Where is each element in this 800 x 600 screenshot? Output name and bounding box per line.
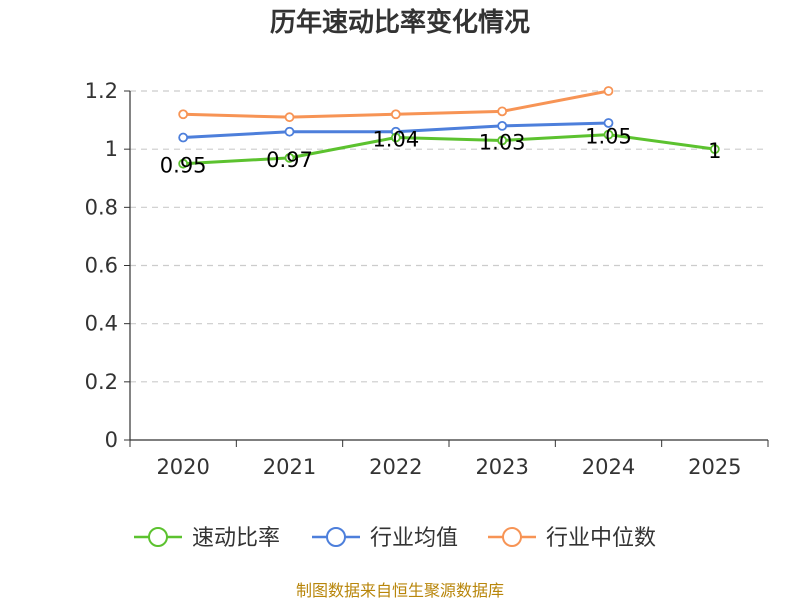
legend-label-2[interactable]: 行业中位数 xyxy=(546,526,656,551)
footer-source: 制图数据来自恒生聚源数据库 xyxy=(296,581,504,600)
y-tick-label: 1 xyxy=(105,137,118,161)
series-2-point[interactable] xyxy=(603,86,614,96)
series-2-point[interactable] xyxy=(497,106,508,117)
series-line-0 xyxy=(183,133,716,166)
x-tick-label: 2021 xyxy=(263,455,316,479)
x-tick-label: 2025 xyxy=(688,455,741,479)
legend-marker-0[interactable] xyxy=(148,527,168,547)
series-0-point[interactable] xyxy=(497,135,508,146)
axes: 0 0.2 0.4 0.6 0.8 1 1.2 2020 2021 2022 2023 2024 202… xyxy=(85,79,769,479)
data-label: 1 xyxy=(708,139,721,163)
y-tick-label: 0.2 xyxy=(85,370,118,394)
data-label: 1.04 xyxy=(372,128,419,152)
legend: 速动比率 行业均值 行业中位数 xyxy=(134,526,656,551)
series-0-point[interactable] xyxy=(603,129,614,140)
series-group xyxy=(178,86,720,169)
y-tick-label: 1.2 xyxy=(85,79,118,103)
legend-marker-1[interactable] xyxy=(326,527,346,547)
series-1-point[interactable] xyxy=(178,132,189,143)
series-0-point[interactable] xyxy=(709,144,720,155)
y-tick-label: 0.4 xyxy=(85,312,118,336)
legend-label-0[interactable]: 速动比率 xyxy=(192,526,280,551)
series-2-point[interactable] xyxy=(178,109,189,120)
legend-marker-2[interactable] xyxy=(502,527,522,547)
y-tick-label: 0.8 xyxy=(85,195,118,219)
series-1-point[interactable] xyxy=(497,121,508,131)
series-2-point[interactable] xyxy=(284,112,295,123)
series-0-point[interactable] xyxy=(390,132,401,143)
y-tick-label: 0 xyxy=(105,428,118,452)
chart-title: 历年速动比率变化情况 xyxy=(270,7,530,38)
data-label: 1.03 xyxy=(479,130,526,154)
series-2-point[interactable] xyxy=(390,109,401,120)
series-1-point[interactable] xyxy=(284,126,295,137)
x-tick-label: 2023 xyxy=(475,455,528,479)
x-tick-label: 2020 xyxy=(156,455,209,479)
data-labels: 0.95 0.97 1.04 1.03 1.05 1 xyxy=(160,125,722,178)
grid xyxy=(130,90,768,383)
x-tick-label: 2024 xyxy=(582,455,635,479)
legend-label-1[interactable]: 行业均值 xyxy=(370,526,458,551)
series-0-point[interactable] xyxy=(284,152,295,163)
data-label: 1.05 xyxy=(585,125,632,149)
y-tick-label: 0.6 xyxy=(85,254,118,278)
data-label: 0.97 xyxy=(266,148,313,172)
series-0-point[interactable] xyxy=(178,158,189,169)
series-1-point[interactable] xyxy=(603,118,614,128)
x-tick-label: 2022 xyxy=(369,455,422,479)
data-label: 0.95 xyxy=(160,154,207,178)
